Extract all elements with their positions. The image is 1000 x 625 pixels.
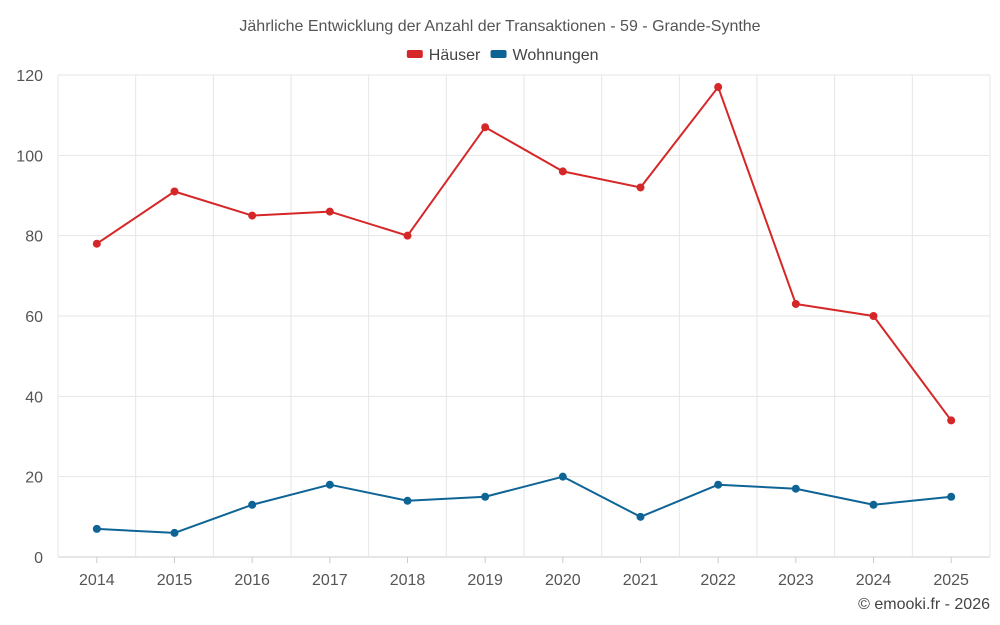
x-tick-label: 2015 (157, 572, 193, 589)
legend-item-wohnungen[interactable]: Wohnungen (490, 47, 599, 64)
series-wohnungen (92, 472, 956, 537)
data-point[interactable] (170, 528, 179, 537)
series-layer (92, 83, 956, 537)
data-point[interactable] (170, 187, 179, 196)
data-point[interactable] (481, 492, 490, 501)
y-axis: 0 20 40 60 80 100 120 (16, 68, 43, 567)
data-point[interactable] (714, 83, 723, 92)
grid-lines (57, 74, 991, 558)
x-tick-label: 2023 (778, 572, 814, 589)
series-line (96, 86, 952, 422)
data-point[interactable] (714, 480, 723, 489)
chart-title: Jährliche Entwicklung der Anzahl der Tra… (239, 18, 760, 35)
x-tick-label: 2024 (856, 572, 892, 589)
x-tick-label: 2017 (312, 572, 348, 589)
x-axis: 2014 2015 2016 2017 2018 2019 2020 2021 2022 2023… (79, 557, 969, 589)
data-point[interactable] (947, 492, 956, 501)
series-line (96, 475, 952, 534)
legend[interactable]: Häuser Wohnungen (406, 47, 599, 64)
data-point[interactable] (248, 211, 257, 220)
data-point[interactable] (92, 239, 101, 248)
x-tick-label: 2016 (234, 572, 270, 589)
y-tick-label: 80 (25, 229, 43, 246)
legend-item-haeuser[interactable]: Häuser (406, 47, 481, 64)
data-point[interactable] (481, 123, 490, 132)
data-point[interactable] (558, 472, 567, 481)
data-point[interactable] (791, 484, 800, 493)
y-tick-label: 20 (25, 470, 43, 487)
copyright-credit: © emooki.fr - 2026 (858, 596, 990, 613)
data-point[interactable] (325, 480, 334, 489)
data-point[interactable] (558, 167, 567, 176)
y-tick-label: 60 (25, 309, 43, 326)
y-tick-label: 120 (16, 68, 43, 85)
data-point[interactable] (325, 207, 334, 216)
x-tick-label: 2018 (390, 572, 426, 589)
data-point[interactable] (791, 299, 800, 308)
data-point[interactable] (869, 500, 878, 509)
data-point[interactable] (636, 512, 645, 521)
legend-label: Häuser (429, 47, 481, 64)
x-tick-label: 2019 (467, 572, 503, 589)
data-point[interactable] (403, 231, 412, 240)
x-tick-label: 2014 (79, 572, 115, 589)
data-point[interactable] (92, 524, 101, 533)
data-point[interactable] (869, 312, 878, 320)
x-tick-label: 2022 (700, 572, 736, 589)
y-tick-label: 0 (34, 550, 43, 567)
data-point[interactable] (248, 500, 257, 509)
data-point[interactable] (636, 183, 645, 192)
series-haeuser (92, 83, 956, 425)
legend-swatch (406, 50, 423, 58)
x-tick-label: 2021 (623, 572, 659, 589)
data-point[interactable] (403, 496, 412, 505)
y-tick-label: 40 (25, 389, 43, 406)
legend-label: Wohnungen (513, 47, 599, 64)
legend-swatch (490, 50, 507, 58)
y-tick-label: 100 (16, 148, 43, 165)
data-point[interactable] (947, 416, 956, 425)
x-tick-label: 2020 (545, 572, 581, 589)
x-tick-label: 2025 (933, 572, 969, 589)
